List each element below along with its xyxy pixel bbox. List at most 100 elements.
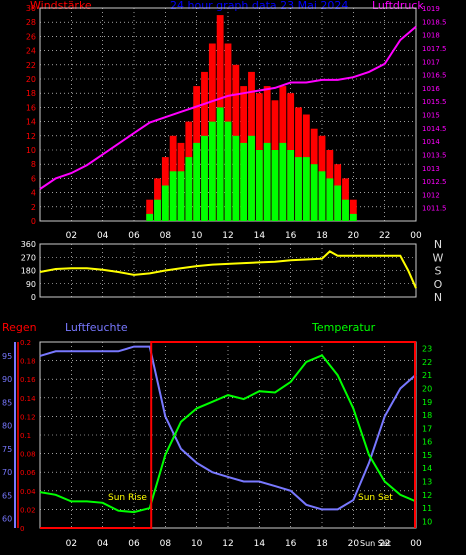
x-tick-label: 04 <box>97 539 109 549</box>
x-tick-label: 04 <box>97 231 109 241</box>
temperature-line <box>39 354 417 514</box>
rain-y-tick-label: 0.08 <box>20 451 36 459</box>
temperature-y-tick-label: 18 <box>422 411 432 420</box>
rain-y-tick-label: 0.18 <box>20 358 36 366</box>
rain-line <box>40 341 416 529</box>
humidity-y-tick-label: 60 <box>2 515 12 524</box>
wind-y-tick-label: 20 <box>26 75 36 84</box>
rain-y-tick-label: 0.2 <box>20 339 31 347</box>
x-tick-label: 16 <box>285 539 297 549</box>
pressure-y-tick-label: 1018 <box>422 32 440 40</box>
direction-letter: W <box>433 251 444 264</box>
wind-y-tick-label: 8 <box>31 160 36 169</box>
average-bar <box>208 121 216 221</box>
wind-pressure-panel: 0246810121416182022242628301011.51012101… <box>26 4 447 241</box>
rain-y-tick-label: 0 <box>20 525 24 533</box>
average-bar <box>224 121 232 221</box>
pressure-y-tick-label: 1011.5 <box>422 205 447 213</box>
x-tick-label: 02 <box>66 539 77 549</box>
wind-y-tick-label: 14 <box>26 118 36 127</box>
x-tick-label: 00 <box>410 231 422 241</box>
wind-y-tick-label: 16 <box>26 103 36 112</box>
humidity-y-tick-label: 70 <box>2 468 12 477</box>
rain-y-tick-label: 0.1 <box>20 432 31 440</box>
humidity-line <box>39 345 417 511</box>
x-tick-label: 16 <box>285 231 297 241</box>
x-tick-label: 08 <box>160 539 172 549</box>
wind-y-tick-label: 28 <box>26 18 36 27</box>
average-bar <box>302 157 310 221</box>
temperature-y-tick-label: 12 <box>422 491 432 500</box>
label-regen: Regen <box>2 321 37 334</box>
pressure-y-tick-label: 1016 <box>422 85 440 93</box>
label-temperatur: Temperatur <box>311 321 376 334</box>
average-bar <box>287 150 295 221</box>
wind-y-tick-label: 6 <box>31 174 36 183</box>
average-bar <box>295 157 302 221</box>
temperature-y-tick-label: 10 <box>422 517 432 526</box>
pressure-y-tick-label: 1013.5 <box>422 151 447 159</box>
pressure-y-tick-label: 1015.5 <box>422 98 447 106</box>
rain-y-tick-label: 0.02 <box>20 506 36 514</box>
temperature-y-tick-label: 11 <box>422 504 432 513</box>
pressure-y-tick-label: 1012.5 <box>422 178 447 186</box>
temperature-y-tick-label: 21 <box>422 371 432 380</box>
wind-title: Windstärke <box>30 0 92 12</box>
pressure-y-tick-label: 1014.5 <box>422 125 447 133</box>
rain-y-tick-label: 0.12 <box>20 413 36 421</box>
x-tick-label: 10 <box>191 231 203 241</box>
pressure-y-tick-label: 1017 <box>422 58 440 66</box>
average-bar <box>169 171 177 221</box>
average-bar <box>146 213 154 221</box>
rain-humidity-temperature-panel: 60 65 70 75 80 85 90 95 0 0.02 0.04 0.06 0.08 0.1 0.12… <box>2 339 432 549</box>
pressure-y-tick-label: 1016.5 <box>422 72 447 80</box>
pressure-y-tick-label: 1014 <box>422 138 440 146</box>
average-bar <box>279 142 287 221</box>
humidity-y-tick-label: 85 <box>2 398 12 407</box>
temperature-y-tick-label: 19 <box>422 398 432 407</box>
temperature-y-tick-label: 23 <box>422 345 432 354</box>
humidity-y-tick-label: 80 <box>2 422 12 431</box>
rain-y-tick-label: 0.16 <box>20 376 36 384</box>
average-bar <box>232 135 240 221</box>
temperature-y-tick-label: 16 <box>422 438 432 447</box>
gust-bar <box>146 199 154 221</box>
humidity-y-tick-label: 95 <box>2 352 12 361</box>
direction-letter: N <box>434 238 442 251</box>
wind-y-tick-label: 12 <box>26 132 36 141</box>
label-sun-set: Sun Set <box>358 493 393 503</box>
wind-y-tick-label: 2 <box>31 203 36 212</box>
x-tick-label: 06 <box>128 231 140 241</box>
humidity-y-tick-label: 90 <box>2 375 12 384</box>
wind-y-tick-label: 18 <box>26 89 36 98</box>
wind-y-tick-label: 22 <box>26 61 36 70</box>
temperature-y-tick-label: 15 <box>422 451 432 460</box>
direction-y-tick-label: 90 <box>26 280 36 289</box>
x-tick-label: 06 <box>128 539 140 549</box>
x-tick-label: 08 <box>160 231 172 241</box>
pressure-y-tick-label: 1013 <box>422 165 440 173</box>
direction-y-tick-label: 360 <box>21 240 36 249</box>
x-tick-label: 18 <box>316 231 328 241</box>
direction-line <box>39 250 417 289</box>
average-bar <box>318 171 326 221</box>
average-bar <box>185 157 193 221</box>
x-tick-label: 18 <box>316 539 328 549</box>
average-bar <box>334 185 342 221</box>
pressure-y-tick-label: 1017.5 <box>422 45 447 53</box>
gust-bar <box>349 199 357 221</box>
humidity-y-tick-label: 65 <box>2 491 12 500</box>
x-tick-label: 12 <box>222 539 233 549</box>
x-tick-label: 02 <box>66 231 77 241</box>
average-bar <box>216 107 224 221</box>
direction-letter: O <box>434 278 443 291</box>
x-tick-label: 10 <box>191 539 203 549</box>
direction-y-tick-label: 270 <box>21 253 36 262</box>
average-bar <box>161 185 169 221</box>
x-tick-label: 20 <box>348 231 360 241</box>
temperature-y-tick-label: 20 <box>422 385 432 394</box>
average-bar <box>248 135 255 221</box>
average-bar <box>193 142 201 221</box>
direction-letter: S <box>435 265 442 278</box>
